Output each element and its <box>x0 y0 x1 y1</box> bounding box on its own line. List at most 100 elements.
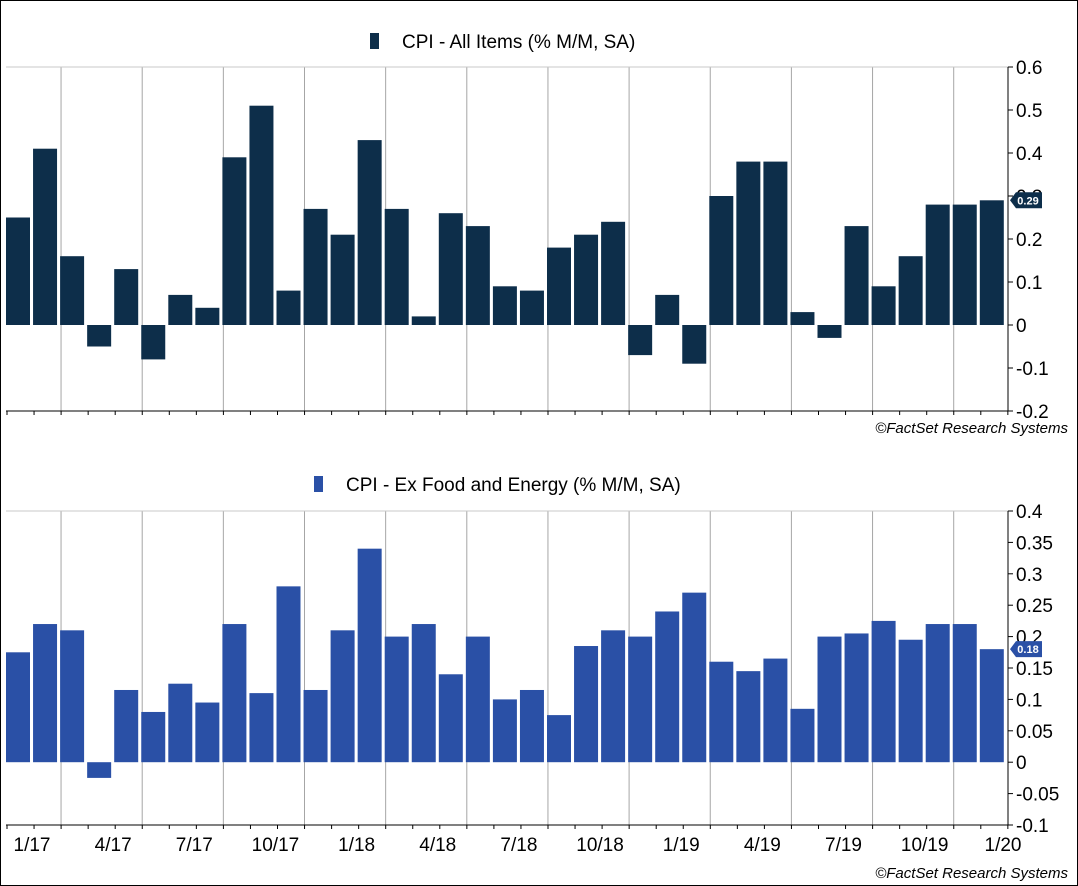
y-tick-label: -0.2 <box>1016 402 1049 423</box>
y-tick-label: 0.2 <box>1016 230 1042 251</box>
y-tick-label: 0.35 <box>1016 533 1053 554</box>
bar <box>736 671 761 763</box>
last-value-badge-top: 0.29 <box>1010 192 1042 209</box>
last-value-label-bottom: 0.18 <box>1017 644 1038 656</box>
bar <box>303 208 328 325</box>
bar <box>709 661 734 763</box>
bar <box>628 636 653 763</box>
bar <box>790 312 815 325</box>
bar <box>222 624 247 763</box>
x-tick-label: 1/19 <box>663 835 700 856</box>
bars-core <box>6 548 1004 778</box>
bar <box>736 161 761 325</box>
bar <box>547 715 571 763</box>
bar <box>952 624 977 763</box>
bar <box>574 646 599 763</box>
legend-swatch-all-items <box>370 33 379 49</box>
x-tick-label: 7/18 <box>500 835 537 856</box>
y-tick-labels-bottom: 0.40.350.30.250.20.150.10.050-0.05-0.1 <box>1008 502 1059 837</box>
bar <box>87 325 112 347</box>
bar <box>465 226 490 325</box>
bar <box>60 256 85 325</box>
bar <box>519 290 544 325</box>
bar <box>682 325 707 364</box>
bar <box>6 652 30 763</box>
bar <box>682 592 707 763</box>
bar <box>655 611 680 763</box>
bar <box>330 630 355 763</box>
bar <box>6 217 30 325</box>
bar <box>871 286 896 325</box>
bar <box>384 208 409 325</box>
y-tick-label: -0.05 <box>1016 785 1059 806</box>
bar <box>33 148 58 325</box>
last-value-badge-shape-top <box>1010 192 1042 209</box>
y-tick-label: -0.1 <box>1016 359 1049 380</box>
bar <box>979 649 1004 763</box>
bar <box>601 221 626 325</box>
bar <box>411 624 436 763</box>
bar <box>141 711 166 763</box>
y-tick-label: 0.25 <box>1016 596 1053 617</box>
x-tick-label: 1/20 <box>985 835 1022 856</box>
bar <box>357 140 382 325</box>
legend-swatch-core <box>314 476 323 492</box>
y-tick-label: 0.1 <box>1016 690 1042 711</box>
x-tick-label: 4/19 <box>744 835 781 856</box>
y-tick-label: 0.3 <box>1016 565 1042 586</box>
x-tick-label: 1/18 <box>338 835 375 856</box>
bar <box>141 325 166 360</box>
bar <box>655 294 680 325</box>
panel-cpi-all-items: CPI - All Items (% M/M, SA) 0.60.50.40.3… <box>6 32 1068 437</box>
bar <box>574 234 599 325</box>
panel-cpi-core: CPI - Ex Food and Energy (% M/M, SA) 0.4… <box>6 475 1068 882</box>
vertical-gridlines-top <box>60 67 955 411</box>
axes-top <box>6 66 1009 415</box>
y-tick-label: -0.1 <box>1016 816 1049 837</box>
y-tick-label: 0.4 <box>1016 502 1043 523</box>
bar <box>709 196 734 325</box>
bar <box>492 286 517 325</box>
bar <box>276 290 301 325</box>
bar <box>925 624 950 763</box>
bar <box>519 689 544 763</box>
y-tick-label: 0.05 <box>1016 722 1053 743</box>
bar <box>195 702 220 763</box>
x-tick-labels: 1/17 4/17 7/17 10/17 1/18 4/18 7/18 10/18 1/19 4/… <box>14 835 1022 856</box>
bar <box>384 636 409 763</box>
bar <box>195 307 220 325</box>
bar <box>438 674 463 763</box>
bar <box>411 316 436 325</box>
bar <box>898 639 923 763</box>
bar <box>168 294 193 325</box>
bar <box>357 548 382 763</box>
bar <box>249 105 274 325</box>
bar <box>790 708 815 763</box>
bar <box>114 269 139 325</box>
source-credit-bottom: ©FactSet Research Systems <box>875 865 1068 882</box>
legend-label-all-items: CPI - All Items (% M/M, SA) <box>402 32 635 53</box>
y-tick-label: 0.5 <box>1016 101 1042 122</box>
legend-label-core: CPI - Ex Food and Energy (% M/M, SA) <box>346 475 681 496</box>
bar <box>60 630 85 763</box>
x-tick-label: 7/17 <box>176 835 213 856</box>
y-tick-label: 0 <box>1016 316 1027 337</box>
bar <box>492 699 517 763</box>
bar <box>330 234 355 325</box>
x-tick-label: 7/19 <box>825 835 862 856</box>
bar <box>628 325 653 356</box>
y-tick-label: 0.4 <box>1016 144 1043 165</box>
bar <box>438 213 463 325</box>
bar <box>601 630 626 763</box>
last-value-badge-bottom: 0.18 <box>1010 641 1042 658</box>
bar <box>222 157 247 325</box>
axes-bottom <box>6 510 1009 829</box>
y-tick-label: 0.1 <box>1016 273 1042 294</box>
bar <box>87 762 112 778</box>
x-tick-label: 10/18 <box>576 835 624 856</box>
bar <box>547 247 571 325</box>
x-tick-label: 10/17 <box>252 835 300 856</box>
bar <box>114 689 139 763</box>
bar <box>249 693 274 763</box>
y-tick-label: 0.15 <box>1016 659 1053 680</box>
